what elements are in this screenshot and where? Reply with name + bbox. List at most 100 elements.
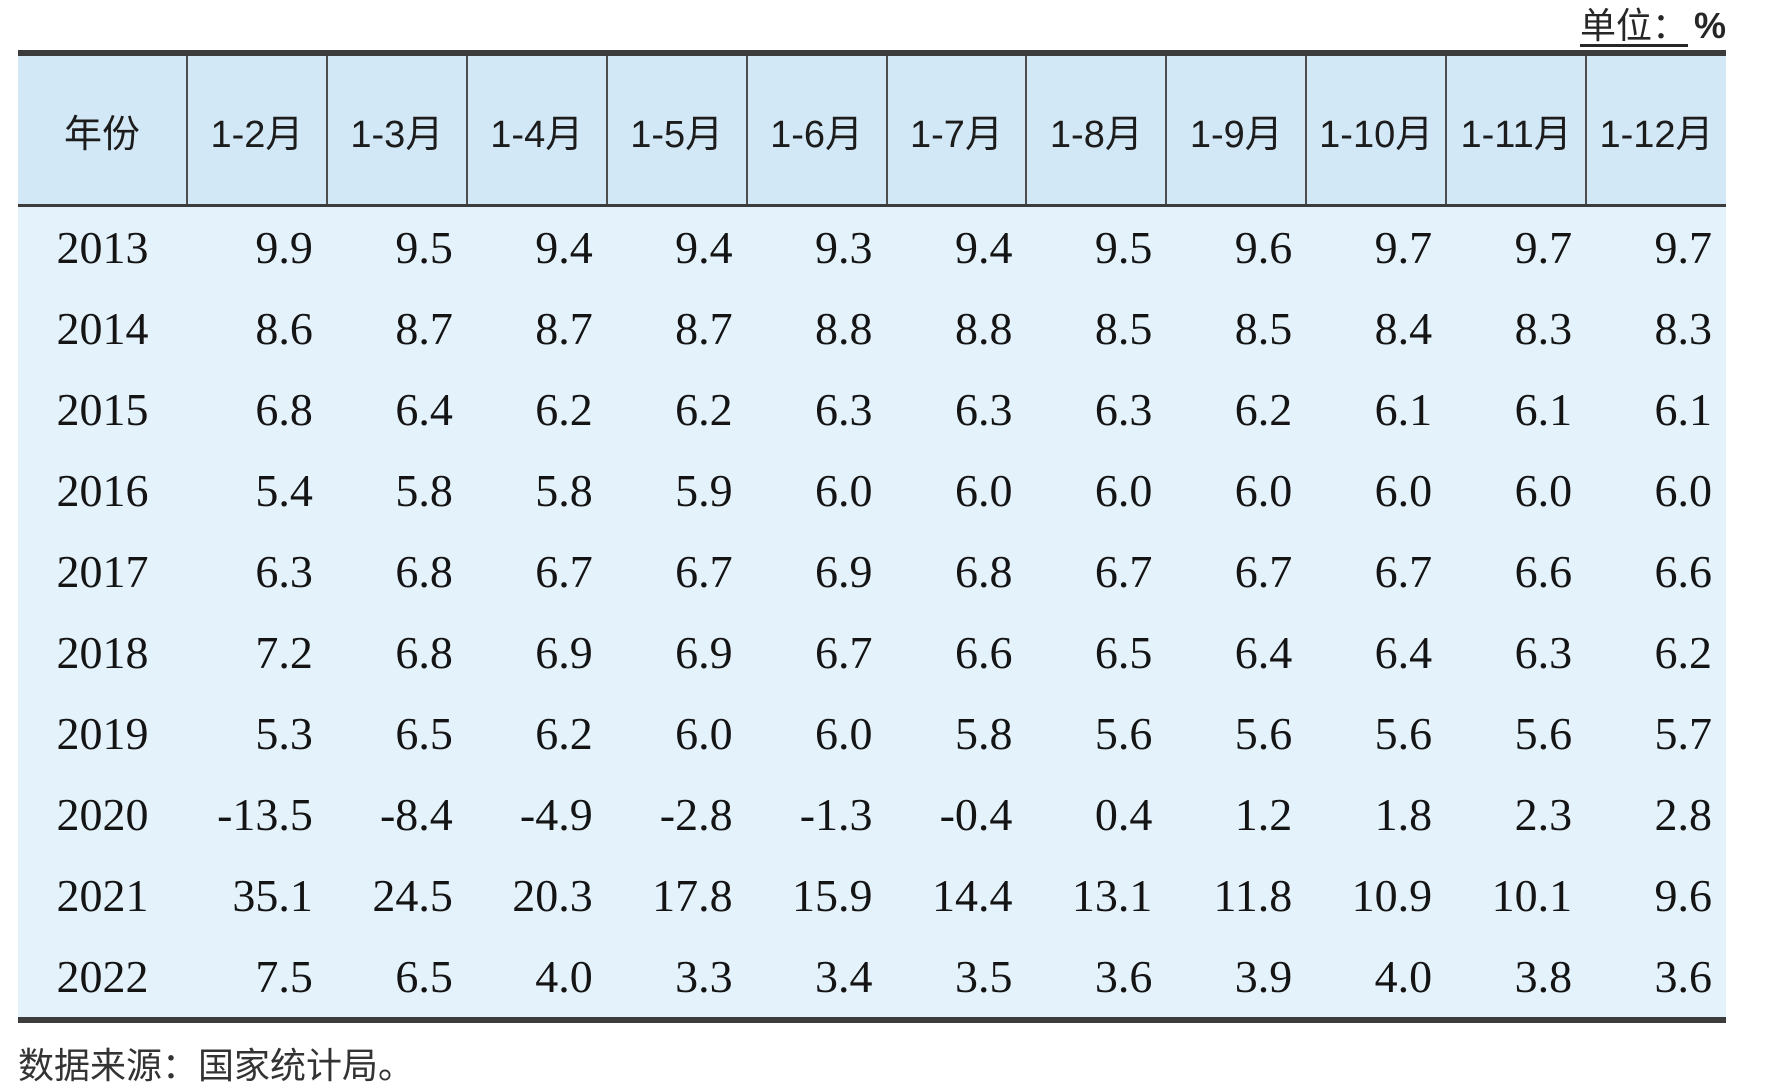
table-row: 2014 8.6 8.7 8.7 8.7 8.8 8.8 8.5 8.5 8.4 8.3 8.3 (18, 288, 1726, 369)
value-cell: 15.9 (792, 870, 873, 921)
table-row: 2016 5.4 5.8 5.8 5.9 6.0 6.0 6.0 6.0 6.0 6.0 6.0 (18, 450, 1726, 531)
value-cell: 6.8 (954, 546, 1013, 597)
value-cell: 0.4 (1094, 789, 1153, 840)
value-cell: 13.1 (1071, 870, 1153, 921)
value-cell: 3.4 (815, 951, 873, 1002)
value-cell: 8.7 (395, 303, 453, 354)
month-column-header: 1-6月 (745, 53, 887, 207)
value-cell: 6.4 (1374, 627, 1433, 678)
value-cell: 2.8 (1654, 789, 1713, 840)
month-column-header: 1-3月 (325, 53, 467, 207)
table-row: 2019 5.3 6.5 6.2 6.0 6.0 5.8 5.6 5.6 5.6 5.6 5.7 (18, 693, 1726, 774)
value-cell: 6.1 (1374, 384, 1433, 435)
value-cell: 3.6 (1094, 951, 1153, 1002)
year-cell: 2021 (56, 870, 149, 921)
table-header-row: 年份 1-2月 1-3月 1-4月 1-5月 1-6月 1-7月 1-8月 1-9月 1-10月 1… (18, 53, 1726, 207)
year-cell: 2015 (56, 384, 149, 435)
year-cell: 2018 (56, 627, 149, 678)
value-cell: 6.4 (395, 384, 453, 435)
value-cell: 8.8 (815, 303, 873, 354)
value-cell: 5.8 (395, 465, 453, 516)
table-row: 2022 7.5 6.5 4.0 3.3 3.4 3.5 3.6 3.9 4.0 3.8 3.6 (18, 936, 1726, 1020)
value-cell: 6.3 (815, 384, 873, 435)
value-cell: 17.8 (652, 870, 733, 921)
data-source-note: 数据来源：国家统计局。 (18, 1045, 415, 1086)
value-cell: 6.8 (395, 627, 453, 678)
value-cell: 9.5 (1094, 222, 1153, 273)
year-cell: 2020 (56, 789, 149, 840)
value-cell: 35.1 (232, 870, 313, 921)
value-cell: 5.7 (1654, 708, 1713, 759)
value-cell: 6.6 (1654, 546, 1713, 597)
value-cell: 5.4 (255, 465, 313, 516)
value-cell: 5.6 (1514, 708, 1573, 759)
value-cell: 9.5 (395, 222, 453, 273)
value-cell: -2.8 (659, 789, 733, 840)
value-cell: 6.7 (1234, 546, 1293, 597)
table-row: 2013 9.9 9.5 9.4 9.4 9.3 9.4 9.5 9.6 9.7 9.7 9.7 (18, 206, 1726, 289)
value-cell: 6.3 (1094, 384, 1153, 435)
value-cell: 6.1 (1514, 384, 1573, 435)
value-cell: 9.9 (255, 222, 313, 273)
month-column-header: 1-10月 (1305, 53, 1447, 207)
value-cell: 9.6 (1234, 222, 1293, 273)
value-cell: 5.6 (1234, 708, 1293, 759)
value-cell: 6.0 (815, 708, 873, 759)
value-cell: 8.6 (255, 303, 313, 354)
table-row: 2020 -13.5 -8.4 -4.9 -2.8 -1.3 -0.4 0.4 1.2 1.8 2.… (18, 774, 1726, 855)
value-cell: 6.6 (1514, 546, 1573, 597)
value-cell: 9.3 (815, 222, 873, 273)
value-cell: 10.9 (1351, 870, 1433, 921)
value-cell: 6.7 (1094, 546, 1153, 597)
value-cell: 6.8 (395, 546, 453, 597)
value-cell: 8.5 (1234, 303, 1293, 354)
value-cell: 6.5 (395, 708, 453, 759)
year-column-header: 年份 (18, 53, 187, 207)
value-cell: 14.4 (931, 870, 1013, 921)
value-cell: 6.0 (1094, 465, 1153, 516)
value-cell: -0.4 (939, 789, 1013, 840)
value-cell: 6.0 (954, 465, 1013, 516)
value-cell: 7.2 (255, 627, 313, 678)
month-column-header: 1-12月 (1585, 53, 1726, 207)
value-cell: 2.3 (1514, 789, 1573, 840)
value-cell: 9.7 (1374, 222, 1433, 273)
value-cell: 5.6 (1094, 708, 1153, 759)
value-cell: 7.5 (255, 951, 313, 1002)
value-cell: 8.5 (1094, 303, 1153, 354)
value-cell: 8.7 (675, 303, 733, 354)
value-cell: 6.3 (1514, 627, 1573, 678)
value-cell: 9.4 (954, 222, 1013, 273)
value-cell: 5.8 (954, 708, 1013, 759)
value-cell: 6.2 (675, 384, 733, 435)
value-cell: 6.0 (1234, 465, 1293, 516)
value-cell: 5.9 (675, 465, 733, 516)
table-row: 2021 35.1 24.5 20.3 17.8 15.9 14.4 13.1 11.8 10.9… (18, 855, 1726, 936)
value-cell: -1.3 (799, 789, 873, 840)
year-cell: 2017 (56, 546, 149, 597)
unit-note: 单位：% (18, 4, 1726, 50)
table-row: 2017 6.3 6.8 6.7 6.7 6.9 6.8 6.7 6.7 6.7 6.6 6.6 (18, 531, 1726, 612)
value-cell: 9.6 (1654, 870, 1713, 921)
value-cell: 6.9 (815, 546, 873, 597)
month-column-header: 1-8月 (1025, 53, 1167, 207)
value-cell: 8.7 (535, 303, 593, 354)
value-cell: 6.2 (1234, 384, 1293, 435)
value-cell: 3.6 (1654, 951, 1713, 1002)
month-column-header: 1-5月 (605, 53, 747, 207)
value-cell: 9.7 (1514, 222, 1573, 273)
value-cell: 4.0 (535, 951, 593, 1002)
month-column-header: 1-2月 (186, 53, 327, 207)
value-cell: 11.8 (1213, 870, 1293, 921)
table-head: 年份 1-2月 1-3月 1-4月 1-5月 1-6月 1-7月 1-8月 1-9月 1-10月 1… (18, 53, 1726, 207)
year-cell: 2022 (56, 951, 149, 1002)
value-cell: 8.3 (1654, 303, 1713, 354)
value-cell: 5.8 (535, 465, 593, 516)
value-cell: 3.3 (675, 951, 733, 1002)
value-cell: 6.9 (675, 627, 733, 678)
value-cell: 6.8 (255, 384, 313, 435)
month-column-header: 1-4月 (465, 53, 607, 207)
unit-note-label: 单位： (1579, 5, 1688, 46)
value-cell: 8.8 (954, 303, 1013, 354)
value-cell: 6.9 (535, 627, 593, 678)
